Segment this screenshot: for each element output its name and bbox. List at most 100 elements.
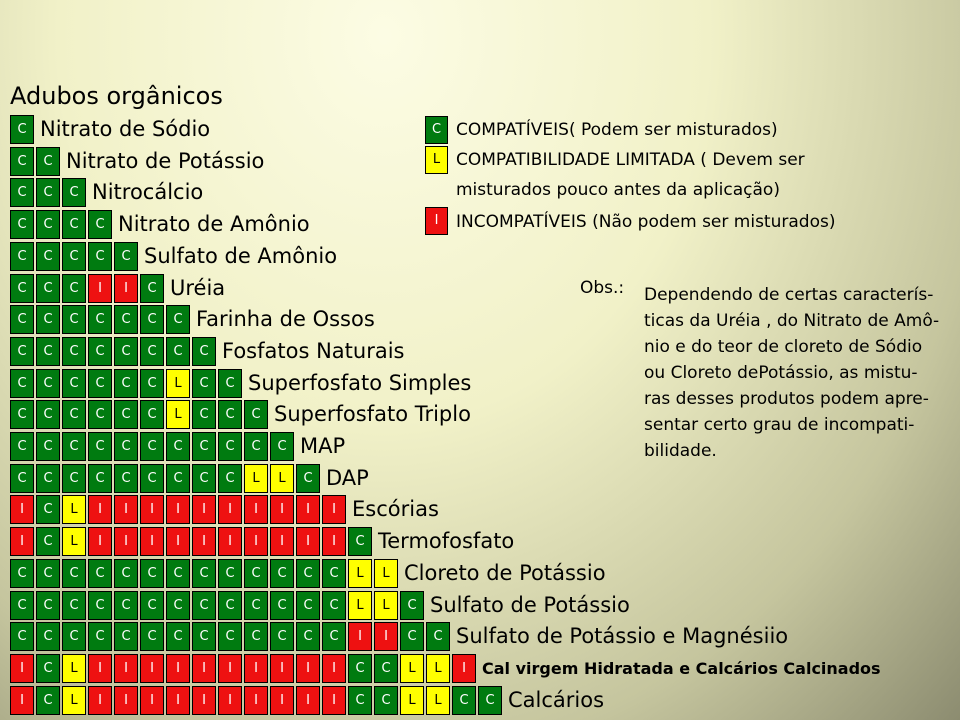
matrix-cell: I xyxy=(192,495,216,525)
product-label: Cloreto de Potássio xyxy=(404,560,606,585)
matrix-cell: L xyxy=(374,590,398,620)
product-label: Superfosfato Simples xyxy=(248,370,472,395)
matrix-cell: C xyxy=(114,590,138,620)
matrix-cell: C xyxy=(62,210,86,240)
obs-line: bilidade. xyxy=(644,441,717,461)
matrix-cell: C xyxy=(88,558,112,588)
matrix-cell: C xyxy=(244,590,268,620)
matrix-cell: C xyxy=(10,463,34,493)
matrix-cell: I xyxy=(140,527,164,557)
matrix-cell: L xyxy=(348,558,372,588)
matrix-cell: C xyxy=(114,558,138,588)
matrix-cell: I xyxy=(296,685,320,715)
matrix-cell: I xyxy=(270,685,294,715)
matrix-cell: C xyxy=(10,558,34,588)
matrix-cell: C xyxy=(88,241,112,271)
matrix-cell: C xyxy=(140,590,164,620)
matrix-cell: C xyxy=(192,432,216,461)
matrix-cell: L xyxy=(426,685,450,715)
matrix-cell: C xyxy=(36,273,60,303)
matrix-cell: C xyxy=(322,622,346,652)
matrix-cell: I xyxy=(140,653,164,683)
matrix-cell: I xyxy=(166,653,190,683)
matrix-cell: C xyxy=(62,336,86,366)
matrix-cell: C xyxy=(374,685,398,715)
matrix-cell: C xyxy=(192,463,216,493)
matrix-cell: C xyxy=(36,463,60,493)
matrix-cell: C xyxy=(36,400,60,430)
matrix-cell: C xyxy=(36,653,60,683)
obs-line: ras desses produtos podem apre- xyxy=(644,389,929,409)
matrix-cell: C xyxy=(166,558,190,588)
matrix-cell: C xyxy=(192,400,216,430)
matrix-cell: C xyxy=(10,210,34,240)
matrix-cell: I xyxy=(270,495,294,525)
matrix-cell: C xyxy=(218,368,242,398)
matrix-cell: C xyxy=(36,241,60,271)
matrix-cell: L xyxy=(270,463,294,493)
matrix-cell: I xyxy=(166,495,190,525)
product-label: Fosfatos Naturais xyxy=(222,338,405,363)
matrix-cell: I xyxy=(140,495,164,525)
matrix-cell: C xyxy=(192,558,216,588)
matrix-cell: I xyxy=(114,653,138,683)
matrix-cell: L xyxy=(62,653,86,683)
matrix-cell: L xyxy=(166,400,190,430)
matrix-cell: I xyxy=(452,653,476,683)
matrix-cell: I xyxy=(244,527,268,557)
matrix-cell: C xyxy=(348,527,372,557)
legend-swatch-compatible: C xyxy=(425,116,448,144)
product-label: Uréia xyxy=(170,275,226,300)
matrix-cell: C xyxy=(296,590,320,620)
matrix-cell: C xyxy=(192,336,216,366)
matrix-cell: C xyxy=(166,432,190,461)
matrix-cell: I xyxy=(10,653,34,683)
matrix-cell: C xyxy=(36,495,60,525)
matrix-cell: C xyxy=(114,368,138,398)
matrix-cell: C xyxy=(62,241,86,271)
matrix-cell: I xyxy=(296,495,320,525)
matrix-cell: I xyxy=(374,622,398,652)
matrix-cell: C xyxy=(114,305,138,335)
matrix-cell: I xyxy=(140,685,164,715)
matrix-cell: C xyxy=(10,178,34,208)
matrix-cell: C xyxy=(10,622,34,652)
matrix-cell: L xyxy=(62,495,86,525)
matrix-cell: C xyxy=(166,463,190,493)
matrix-cell: L xyxy=(348,590,372,620)
matrix-cell: I xyxy=(322,685,346,715)
matrix-cell: C xyxy=(10,305,34,335)
matrix-cell: C xyxy=(62,432,86,461)
matrix-cell: C xyxy=(192,622,216,652)
obs-line: ou Cloreto dePotássio, as mistu- xyxy=(644,363,918,383)
product-label: Sulfato de Potássio xyxy=(430,592,630,617)
matrix-cell: I xyxy=(166,527,190,557)
obs-line: nio e do teor de cloreto de Sódio xyxy=(644,337,923,357)
matrix-cell: I xyxy=(192,685,216,715)
matrix-cell: C xyxy=(88,400,112,430)
matrix-cell: I xyxy=(10,495,34,525)
matrix-cell: C xyxy=(140,432,164,461)
matrix-cell: I xyxy=(322,527,346,557)
matrix-cell: L xyxy=(374,558,398,588)
matrix-cell: C xyxy=(374,653,398,683)
matrix-cell: I xyxy=(114,527,138,557)
matrix-cell: C xyxy=(296,463,320,493)
matrix-cell: C xyxy=(62,305,86,335)
matrix-cell: C xyxy=(140,368,164,398)
matrix-cell: C xyxy=(36,558,60,588)
matrix-cell: C xyxy=(114,400,138,430)
matrix-cell: C xyxy=(270,558,294,588)
matrix-cell: C xyxy=(36,432,60,461)
matrix-cell: L xyxy=(400,685,424,715)
matrix-cell: C xyxy=(36,336,60,366)
matrix-cell: C xyxy=(452,685,476,715)
matrix-cell: I xyxy=(296,653,320,683)
matrix-cell: I xyxy=(114,273,138,303)
matrix-cell: C xyxy=(36,210,60,240)
matrix-cell: I xyxy=(114,685,138,715)
legend-text-limited-continued: misturados pouco antes da aplicação) xyxy=(456,180,780,200)
matrix-cell: C xyxy=(218,590,242,620)
matrix-cell: C xyxy=(140,400,164,430)
matrix-cell: C xyxy=(88,336,112,366)
